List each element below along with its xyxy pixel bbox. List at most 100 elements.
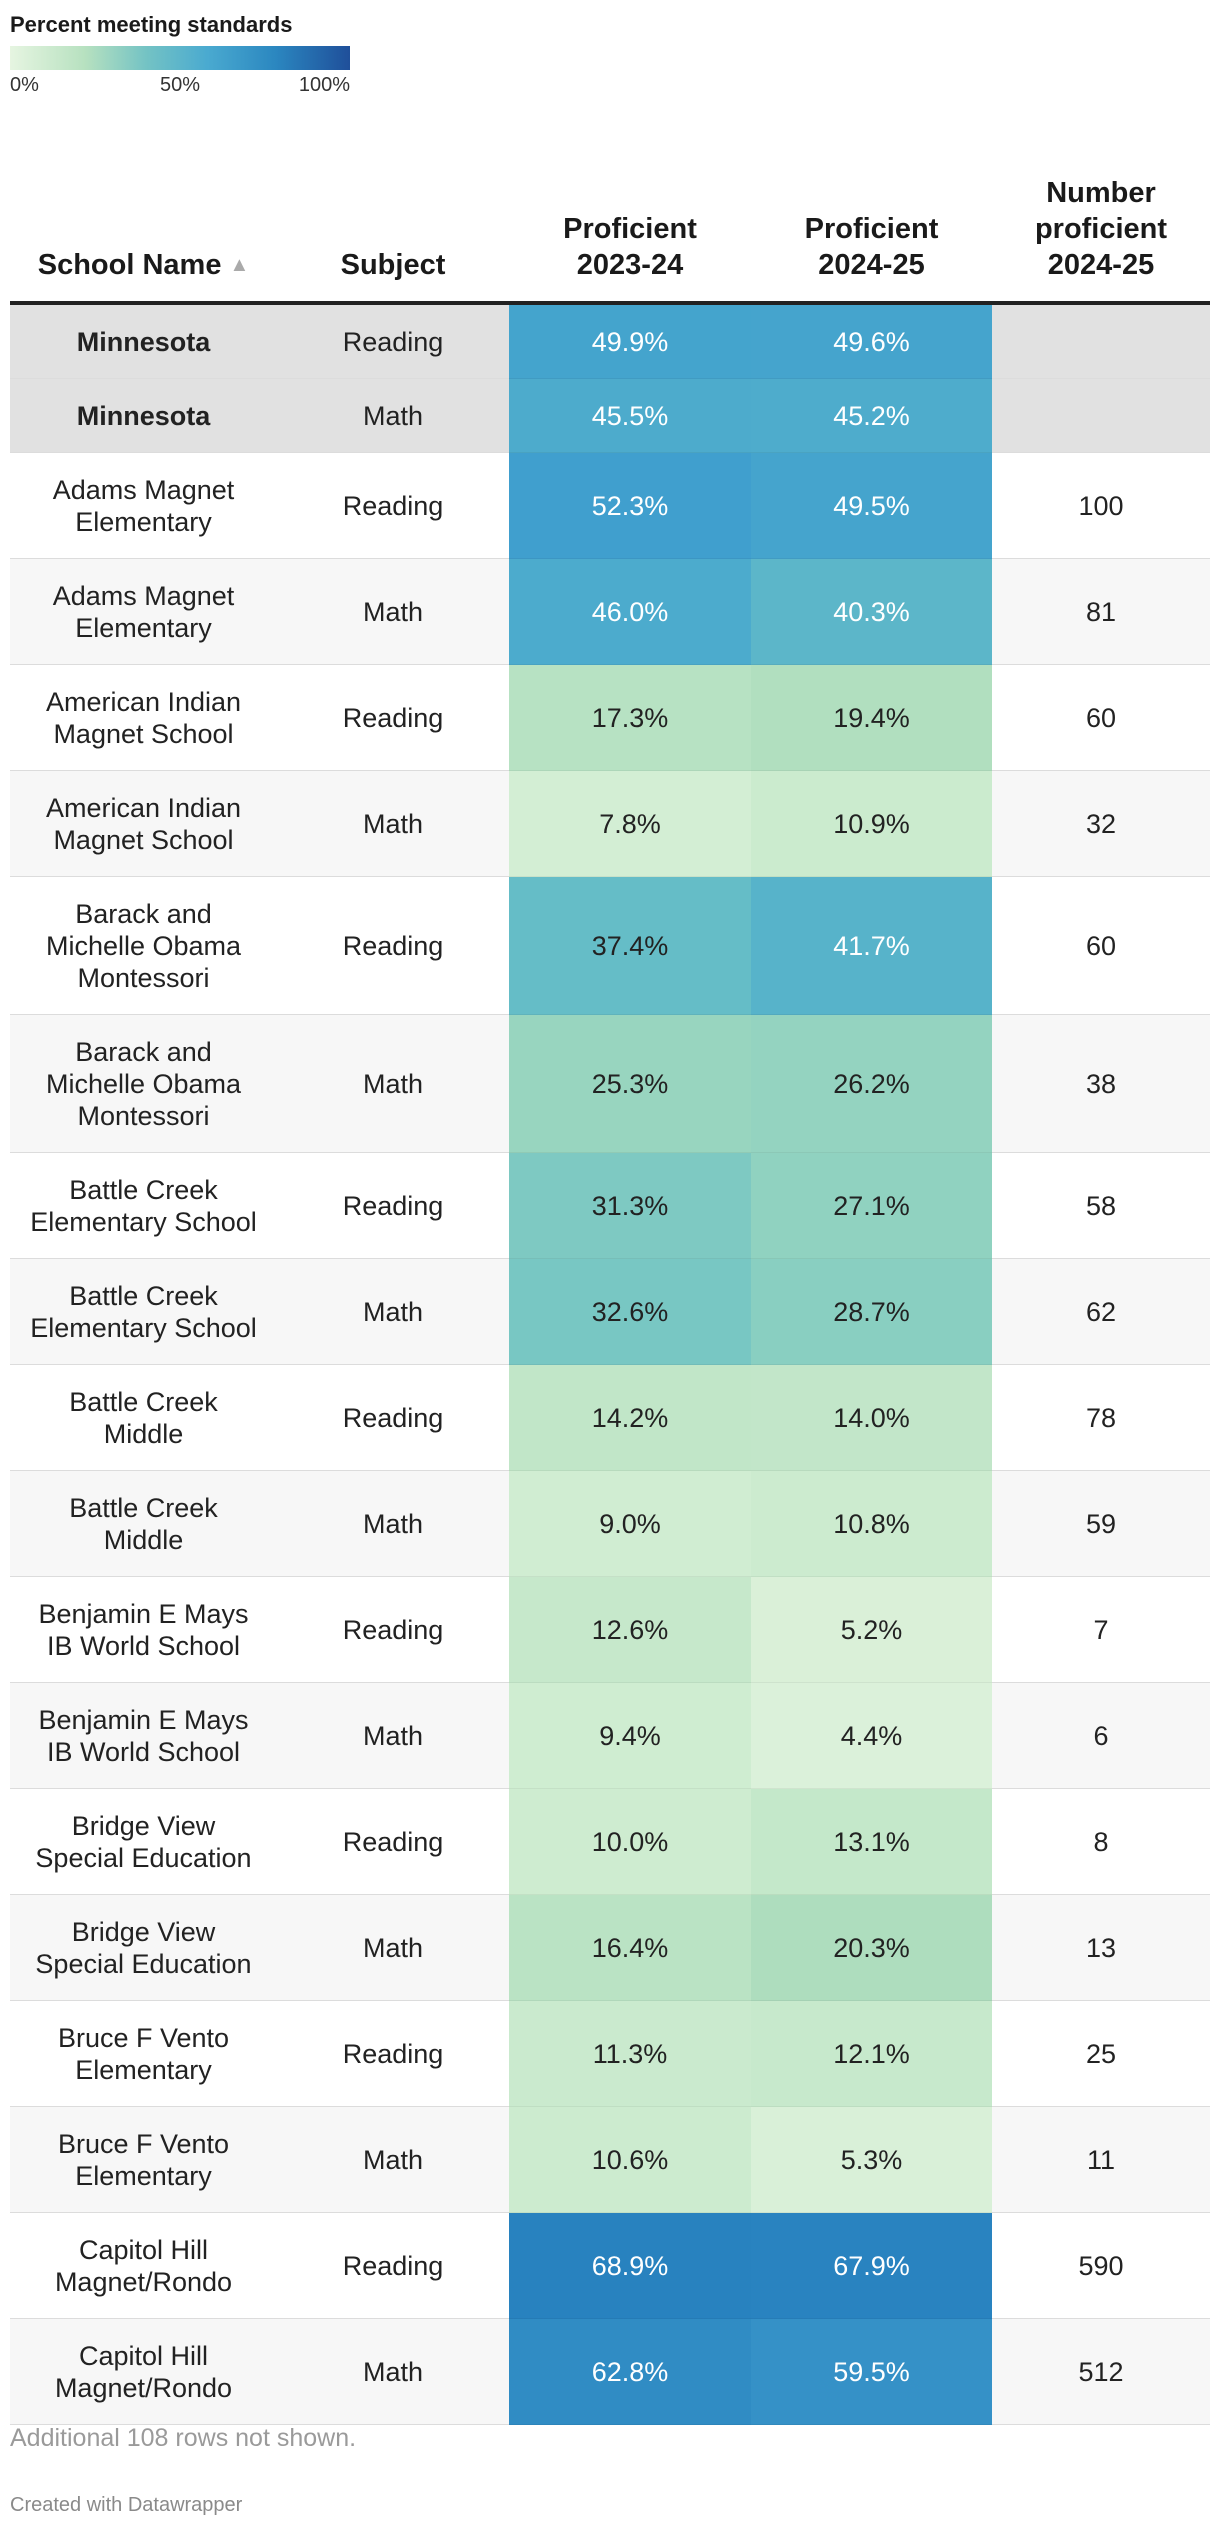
cell-proficient-2023-24: 9.4%	[509, 1682, 751, 1789]
cell-subject: Reading	[277, 1364, 509, 1471]
cell-proficient-2023-24: 14.2%	[509, 1364, 751, 1471]
header-proficient-2023-24[interactable]: Proficient 2023-24	[509, 150, 751, 305]
cell-number-proficient: 78	[992, 1364, 1210, 1471]
header-proficient-2024-25-label: Proficient 2024-25	[804, 213, 939, 281]
cell-school-name: American Indian Magnet School	[10, 664, 277, 771]
cell-subject: Reading	[277, 452, 509, 559]
table-row: Minnesota Reading 49.9% 49.6%	[10, 303, 1210, 379]
cell-number-proficient	[992, 378, 1210, 453]
header-school-name[interactable]: School Name ▲	[10, 150, 277, 305]
cell-school-name: Benjamin E Mays IB World School	[10, 1682, 277, 1789]
cell-school-name: Battle Creek Elementary School	[10, 1258, 277, 1365]
cell-proficient-2024-25: 12.1%	[751, 2000, 992, 2107]
cell-subject: Math	[277, 2106, 509, 2213]
table-row: Battle Creek Middle Math 9.0% 10.8% 59	[10, 1470, 1210, 1577]
table-row: Minnesota Math 45.5% 45.2%	[10, 378, 1210, 453]
cell-number-proficient: 60	[992, 664, 1210, 771]
table-row: American Indian Magnet School Math 7.8% 10.9…	[10, 770, 1210, 877]
cell-proficient-2023-24: 10.0%	[509, 1788, 751, 1895]
sort-ascending-icon[interactable]: ▲	[229, 254, 250, 276]
cell-school-name: Bruce F Vento Elementary	[10, 2000, 277, 2107]
cell-school-name: Minnesota	[10, 378, 277, 453]
cell-number-proficient: 60	[992, 876, 1210, 1015]
header-school-name-label: School Name	[37, 249, 222, 281]
cell-subject: Reading	[277, 2212, 509, 2319]
cell-school-name: Battle Creek Middle	[10, 1470, 277, 1577]
datawrapper-credit[interactable]: Created with Datawrapper	[10, 2494, 243, 2516]
proficiency-table: School Name ▲ Subject Proficient 2023-24 …	[10, 150, 1210, 2425]
cell-subject: Math	[277, 1682, 509, 1789]
table-row: Bruce F Vento Elementary Reading 11.3% 12.1%…	[10, 2000, 1210, 2107]
legend-tick-50: 50%	[159, 74, 201, 96]
cell-subject: Math	[277, 1258, 509, 1365]
cell-proficient-2023-24: 17.3%	[509, 664, 751, 771]
cell-number-proficient: 59	[992, 1470, 1210, 1577]
cell-proficient-2024-25: 27.1%	[751, 1152, 992, 1259]
header-subject[interactable]: Subject	[277, 150, 509, 305]
cell-subject: Math	[277, 378, 509, 453]
cell-proficient-2024-25: 49.5%	[751, 452, 992, 559]
cell-school-name: Bridge View Special Education	[10, 1894, 277, 2001]
table-row: American Indian Magnet School Reading 17.3%…	[10, 664, 1210, 771]
cell-proficient-2024-25: 10.8%	[751, 1470, 992, 1577]
cell-proficient-2024-25: 14.0%	[751, 1364, 992, 1471]
cell-proficient-2024-25: 4.4%	[751, 1682, 992, 1789]
cell-proficient-2023-24: 16.4%	[509, 1894, 751, 2001]
cell-proficient-2024-25: 5.2%	[751, 1576, 992, 1683]
table-row: Capitol Hill Magnet/Rondo Reading 68.9% 67.9…	[10, 2212, 1210, 2319]
cell-proficient-2023-24: 68.9%	[509, 2212, 751, 2319]
cell-subject: Math	[277, 1014, 509, 1153]
cell-school-name: Minnesota	[10, 303, 277, 379]
header-proficient-2024-25[interactable]: Proficient 2024-25	[751, 150, 992, 305]
cell-number-proficient: 62	[992, 1258, 1210, 1365]
cell-proficient-2024-25: 13.1%	[751, 1788, 992, 1895]
table-row: Benjamin E Mays IB World School Reading 12.…	[10, 1576, 1210, 1683]
table-row: Battle Creek Elementary School Reading 31.3…	[10, 1152, 1210, 1259]
cell-proficient-2023-24: 46.0%	[509, 558, 751, 665]
cell-proficient-2024-25: 49.6%	[751, 303, 992, 379]
cell-subject: Reading	[277, 664, 509, 771]
cell-subject: Math	[277, 2318, 509, 2425]
header-number-proficient-2024-25[interactable]: Number proficient 2024-25	[992, 150, 1210, 305]
cell-number-proficient: 13	[992, 1894, 1210, 2001]
legend-title: Percent meeting standards	[10, 12, 293, 37]
cell-proficient-2023-24: 10.6%	[509, 2106, 751, 2213]
cell-proficient-2023-24: 37.4%	[509, 876, 751, 1015]
cell-proficient-2024-25: 45.2%	[751, 378, 992, 453]
cell-proficient-2023-24: 52.3%	[509, 452, 751, 559]
cell-proficient-2024-25: 67.9%	[751, 2212, 992, 2319]
table-row: Bruce F Vento Elementary Math 10.6% 5.3% 11	[10, 2106, 1210, 2213]
cell-subject: Math	[277, 770, 509, 877]
cell-proficient-2024-25: 59.5%	[751, 2318, 992, 2425]
table-row: Bridge View Special Education Math 16.4% 20.…	[10, 1894, 1210, 2001]
cell-proficient-2023-24: 32.6%	[509, 1258, 751, 1365]
cell-number-proficient: 25	[992, 2000, 1210, 2107]
cell-proficient-2023-24: 49.9%	[509, 303, 751, 379]
cell-proficient-2024-25: 28.7%	[751, 1258, 992, 1365]
cell-subject: Math	[277, 1470, 509, 1577]
cell-subject: Reading	[277, 303, 509, 379]
table-row: Capitol Hill Magnet/Rondo Math 62.8% 59.5% 51…	[10, 2318, 1210, 2425]
cell-subject: Math	[277, 1894, 509, 2001]
cell-number-proficient: 590	[992, 2212, 1210, 2319]
cell-subject: Reading	[277, 1788, 509, 1895]
legend-tick-0: 0%	[10, 74, 39, 96]
cell-proficient-2024-25: 26.2%	[751, 1014, 992, 1153]
table-row: Barack and Michelle Obama Montessori Math 25…	[10, 1014, 1210, 1153]
cell-proficient-2023-24: 7.8%	[509, 770, 751, 877]
header-number-proficient-label: Number proficient 2024-25	[1034, 177, 1168, 281]
cell-proficient-2024-25: 5.3%	[751, 2106, 992, 2213]
cell-proficient-2024-25: 40.3%	[751, 558, 992, 665]
cell-subject: Reading	[277, 876, 509, 1015]
table-row: Adams Magnet Elementary Reading 52.3% 49.5% 1…	[10, 452, 1210, 559]
cell-number-proficient: 38	[992, 1014, 1210, 1153]
cell-school-name: Bridge View Special Education	[10, 1788, 277, 1895]
cell-school-name: Battle Creek Elementary School	[10, 1152, 277, 1259]
legend-color-scale	[10, 46, 350, 70]
cell-school-name: Benjamin E Mays IB World School	[10, 1576, 277, 1683]
header-proficient-2023-24-label: Proficient 2023-24	[563, 213, 697, 281]
more-rows-note: Additional 108 rows not shown.	[10, 2424, 357, 2452]
cell-school-name: Barack and Michelle Obama Montessori	[10, 876, 277, 1015]
cell-proficient-2024-25: 19.4%	[751, 664, 992, 771]
cell-school-name: American Indian Magnet School	[10, 770, 277, 877]
